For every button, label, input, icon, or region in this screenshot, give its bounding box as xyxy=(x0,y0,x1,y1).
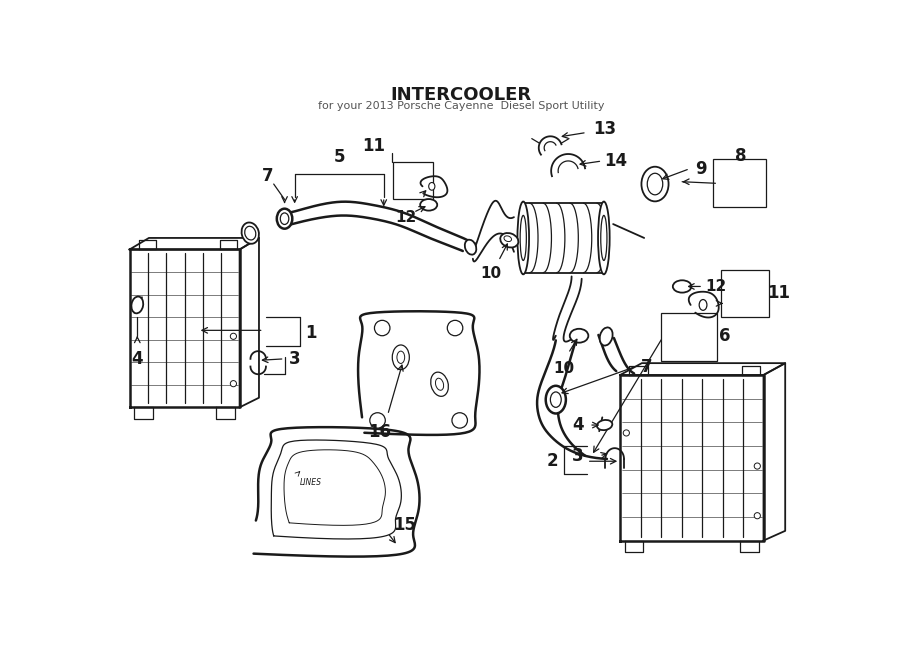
Ellipse shape xyxy=(647,173,662,195)
Ellipse shape xyxy=(277,209,292,229)
Text: 15: 15 xyxy=(393,516,416,534)
Ellipse shape xyxy=(600,215,607,260)
Text: 8: 8 xyxy=(734,147,746,165)
Circle shape xyxy=(132,301,139,308)
Text: 4: 4 xyxy=(131,350,143,368)
Circle shape xyxy=(230,333,237,339)
Ellipse shape xyxy=(431,372,448,397)
Ellipse shape xyxy=(131,297,143,313)
Ellipse shape xyxy=(545,386,566,414)
Text: 14: 14 xyxy=(605,152,628,170)
Circle shape xyxy=(230,381,237,387)
Circle shape xyxy=(370,412,385,428)
Ellipse shape xyxy=(699,299,707,310)
Ellipse shape xyxy=(642,167,669,202)
Circle shape xyxy=(452,412,467,428)
Bar xyxy=(721,270,769,317)
Ellipse shape xyxy=(570,329,589,342)
Text: 10: 10 xyxy=(480,266,501,282)
Bar xyxy=(713,159,766,207)
Bar xyxy=(662,313,717,361)
Text: 2: 2 xyxy=(546,452,558,470)
Circle shape xyxy=(754,463,760,469)
Ellipse shape xyxy=(597,420,612,430)
Text: 11: 11 xyxy=(768,284,790,302)
Ellipse shape xyxy=(520,215,526,260)
Text: 16: 16 xyxy=(368,423,392,441)
Ellipse shape xyxy=(500,233,518,247)
Ellipse shape xyxy=(245,226,256,240)
Circle shape xyxy=(374,321,390,336)
Ellipse shape xyxy=(504,236,511,241)
Bar xyxy=(393,163,434,200)
Ellipse shape xyxy=(551,392,562,407)
Ellipse shape xyxy=(241,223,259,244)
Text: LINES: LINES xyxy=(300,477,322,486)
Ellipse shape xyxy=(420,199,437,211)
Ellipse shape xyxy=(518,202,529,274)
Ellipse shape xyxy=(598,202,609,274)
Ellipse shape xyxy=(280,213,289,225)
Circle shape xyxy=(447,321,463,336)
Text: 5: 5 xyxy=(333,148,345,166)
Text: 1: 1 xyxy=(305,324,316,342)
Text: INTERCOOLER: INTERCOOLER xyxy=(391,86,532,104)
Text: 11: 11 xyxy=(362,137,385,155)
Ellipse shape xyxy=(428,182,435,190)
Text: 12: 12 xyxy=(706,279,726,294)
Text: for your 2013 Porsche Cayenne  Diesel Sport Utility: for your 2013 Porsche Cayenne Diesel Spo… xyxy=(318,101,605,111)
Ellipse shape xyxy=(464,240,476,254)
Text: 10: 10 xyxy=(553,361,574,376)
Circle shape xyxy=(754,513,760,519)
Ellipse shape xyxy=(397,351,405,364)
Text: 12: 12 xyxy=(395,210,416,225)
Text: 3: 3 xyxy=(289,350,301,368)
Text: 13: 13 xyxy=(593,120,616,137)
Ellipse shape xyxy=(436,378,444,390)
Text: 7: 7 xyxy=(262,167,274,185)
Text: 7: 7 xyxy=(641,358,652,375)
Ellipse shape xyxy=(673,280,691,293)
Text: 4: 4 xyxy=(572,416,584,434)
Circle shape xyxy=(623,430,629,436)
Ellipse shape xyxy=(599,327,613,346)
Text: 6: 6 xyxy=(718,327,730,345)
Text: 9: 9 xyxy=(696,160,706,178)
Text: 3: 3 xyxy=(572,447,584,465)
Ellipse shape xyxy=(392,345,410,369)
